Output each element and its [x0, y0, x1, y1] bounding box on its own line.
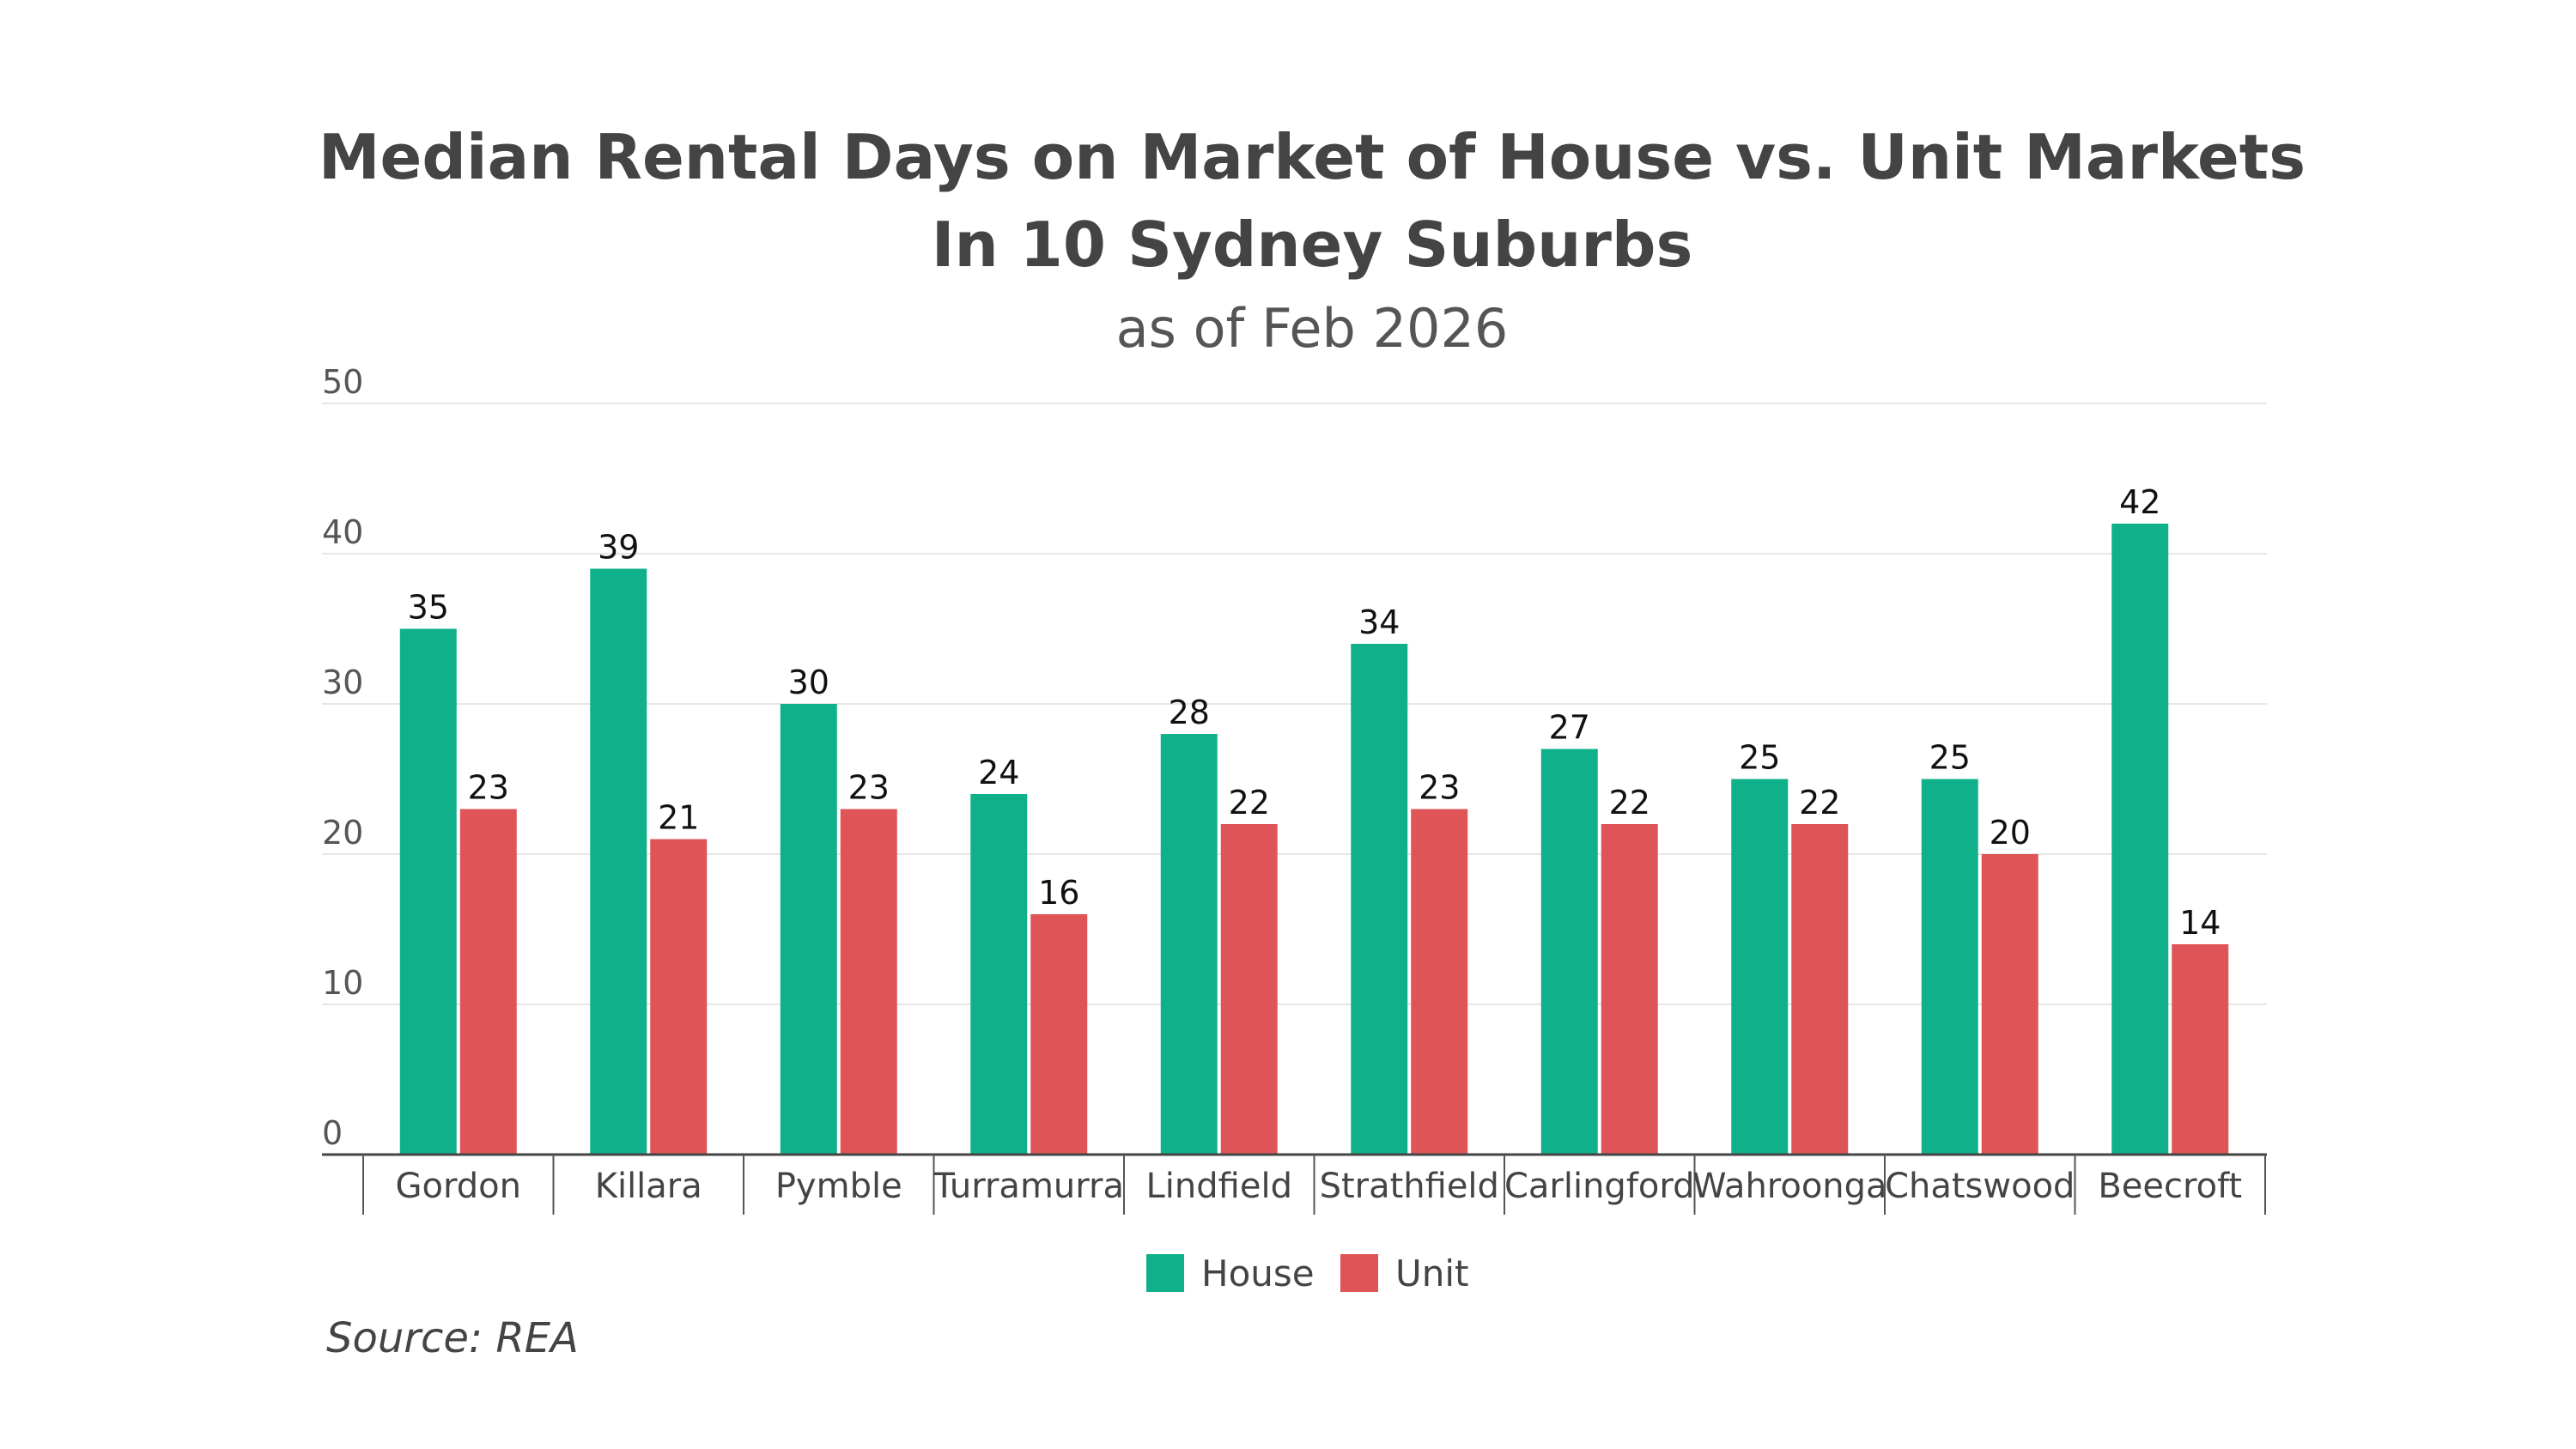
data-label: 35	[408, 589, 449, 627]
data-label: 23	[848, 769, 890, 807]
y-tick-label: 30	[322, 664, 363, 701]
bar-unit	[1601, 824, 1658, 1155]
x-tick-label: Wahroonga	[1692, 1167, 1887, 1206]
bar-house	[970, 794, 1028, 1155]
chart-title-line1: Median Rental Days on Market of House vs…	[319, 121, 2306, 193]
bar-unit	[1030, 914, 1088, 1155]
data-label: 23	[1419, 769, 1460, 807]
bar-house	[1731, 779, 1789, 1155]
data-label: 24	[978, 754, 1019, 791]
legend-swatch-unit	[1340, 1254, 1378, 1292]
bar-unit	[1981, 854, 2038, 1155]
data-label: 16	[1038, 874, 1079, 912]
data-label: 20	[1990, 814, 2031, 852]
y-tick-label: 0	[322, 1114, 343, 1152]
y-tick-label: 40	[322, 513, 363, 551]
bar-house	[1540, 749, 1598, 1155]
legend-label-unit: Unit	[1395, 1252, 1469, 1294]
x-tick-label: Carlingford	[1504, 1167, 1695, 1206]
bar-unit	[1220, 824, 1278, 1155]
data-label: 25	[1929, 739, 1971, 777]
bar-house	[399, 628, 457, 1155]
data-label: 28	[1169, 694, 1210, 731]
chart-title-line2: In 10 Sydney Suburbs	[932, 209, 1693, 281]
data-label: 39	[598, 529, 639, 567]
x-tick-label: Turramurra	[933, 1167, 1124, 1206]
x-tick-label: Lindfield	[1146, 1167, 1292, 1206]
data-label: 27	[1549, 709, 1590, 747]
bar-house	[1351, 644, 1408, 1155]
x-axis: Gordon Killara Pymble Turramurra Lindfield St…	[322, 1153, 2267, 1215]
data-label: 42	[2119, 483, 2160, 521]
x-tick-label: Killara	[595, 1167, 702, 1206]
x-tick-label: Chatswood	[1885, 1167, 2075, 1206]
y-tick-label: 20	[322, 814, 363, 852]
x-tick-label: Gordon	[396, 1167, 521, 1206]
x-tick-label: Strathfield	[1320, 1167, 1499, 1206]
data-label: 21	[658, 799, 699, 837]
data-label: 14	[2179, 904, 2221, 942]
chart-subtitle: as of Feb 2026	[1116, 297, 1509, 360]
bar-unit	[459, 809, 517, 1155]
data-label: 23	[468, 769, 509, 807]
bar-house	[590, 568, 647, 1155]
x-tick-label: Beecroft	[2098, 1167, 2242, 1206]
legend-label-house: House	[1201, 1252, 1315, 1294]
y-tick-label: 10	[322, 964, 363, 1002]
legend-swatch-house	[1146, 1254, 1184, 1292]
data-label: 34	[1358, 603, 1400, 641]
bar-house	[1160, 734, 1218, 1155]
source-note: Source: REA	[326, 1314, 579, 1362]
bar-house	[2111, 524, 2169, 1155]
bar-unit	[2172, 944, 2229, 1155]
y-tick-label: 50	[322, 363, 363, 401]
y-axis-ticks: 0 10 20 30 40 50	[322, 363, 363, 1152]
bar-unit	[650, 839, 708, 1155]
bar-house	[1921, 779, 1978, 1155]
bar-house	[780, 704, 837, 1155]
legend: House Unit	[1146, 1252, 1469, 1294]
x-tick-label: Pymble	[775, 1167, 902, 1206]
data-label: 25	[1739, 739, 1780, 777]
data-label: 30	[788, 664, 829, 701]
bar-unit	[840, 809, 897, 1155]
bar-unit	[1791, 824, 1849, 1155]
data-label: 22	[1799, 784, 1840, 822]
bar-unit	[1411, 809, 1468, 1155]
bars	[399, 524, 2229, 1155]
data-label: 22	[1609, 784, 1650, 822]
data-labels: 35 23 39 21 30 23 24 16 28 22 34 23 27 22 25 22 25 20 42 14	[408, 483, 2221, 942]
data-label: 22	[1229, 784, 1270, 822]
